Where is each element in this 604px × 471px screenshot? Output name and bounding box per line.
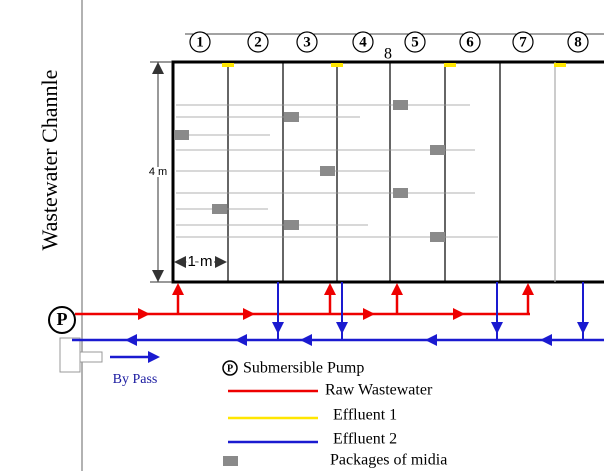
arrowhead — [125, 334, 137, 346]
media-package — [430, 232, 445, 242]
compartment-number: 4 — [359, 34, 367, 50]
media-package — [284, 112, 299, 122]
legend-pump-icon — [222, 360, 238, 376]
width-label: 1 m — [187, 253, 212, 270]
tank — [171, 60, 604, 284]
effluent1-outlet — [222, 63, 234, 67]
legend-label: Raw Wastewater — [325, 382, 433, 399]
arrowhead — [235, 334, 247, 346]
pump-symbol: P — [57, 309, 68, 329]
pump-icon — [48, 306, 76, 334]
arrowhead — [577, 322, 589, 334]
arrowhead — [148, 351, 160, 363]
arrowhead — [152, 62, 164, 74]
media-package — [212, 204, 227, 214]
legend-label: Effluent 1 — [333, 407, 397, 424]
bypass-label: By Pass — [113, 372, 158, 387]
arrowhead — [522, 283, 534, 295]
arrowhead — [272, 322, 284, 334]
height-label: 4 m — [149, 166, 167, 178]
compartment-number: 5 — [411, 34, 419, 50]
compartment-number: 6 — [466, 34, 474, 50]
legend-label: Packages of midia — [330, 452, 447, 469]
effluent1-outlet — [331, 63, 343, 67]
media-package — [284, 220, 299, 230]
compartment-number: 8 — [574, 34, 582, 50]
overlap-label: 8 — [384, 46, 392, 63]
arrowhead — [138, 308, 150, 320]
media-package — [393, 100, 408, 110]
legend-media-box — [223, 456, 238, 466]
arrowhead — [425, 334, 437, 346]
arrowhead — [324, 283, 336, 295]
effluent1-outlet — [554, 63, 566, 67]
media-package — [430, 145, 445, 155]
media-package — [320, 166, 335, 176]
arrowhead — [453, 308, 465, 320]
arrowhead — [391, 283, 403, 295]
compartment-circle — [247, 31, 269, 53]
compartment-number: 2 — [254, 34, 262, 50]
arrowhead — [174, 256, 186, 268]
legend-label: Effluent 2 — [333, 431, 397, 448]
arrowhead — [540, 334, 552, 346]
media-package — [393, 188, 408, 198]
bypass-outlet — [79, 351, 103, 363]
arrowhead — [300, 334, 312, 346]
compartment-circle — [459, 31, 481, 53]
legend-label: Submersible Pump — [243, 360, 364, 377]
legend-pump-symbol: P — [227, 363, 233, 374]
media-package — [174, 130, 189, 140]
compartment-number: 3 — [303, 34, 311, 50]
side-label: Wastewater Channle — [37, 70, 62, 251]
arrowhead — [243, 308, 255, 320]
arrowhead — [152, 270, 164, 282]
compartment-circle — [404, 31, 426, 53]
compartment-circle — [352, 31, 374, 53]
arrowhead — [172, 283, 184, 295]
arrowhead — [215, 256, 227, 268]
arrowhead — [363, 308, 375, 320]
effluent1-outlet — [444, 63, 456, 67]
compartment-circle — [296, 31, 318, 53]
compartment-number: 7 — [519, 34, 527, 50]
compartment-circle — [567, 31, 589, 53]
compartment-number: 1 — [196, 34, 204, 50]
compartment-circle — [189, 31, 211, 53]
compartment-circle — [512, 31, 534, 53]
arrowhead — [336, 322, 348, 334]
bypass-box — [59, 337, 81, 373]
arrowhead — [491, 322, 503, 334]
